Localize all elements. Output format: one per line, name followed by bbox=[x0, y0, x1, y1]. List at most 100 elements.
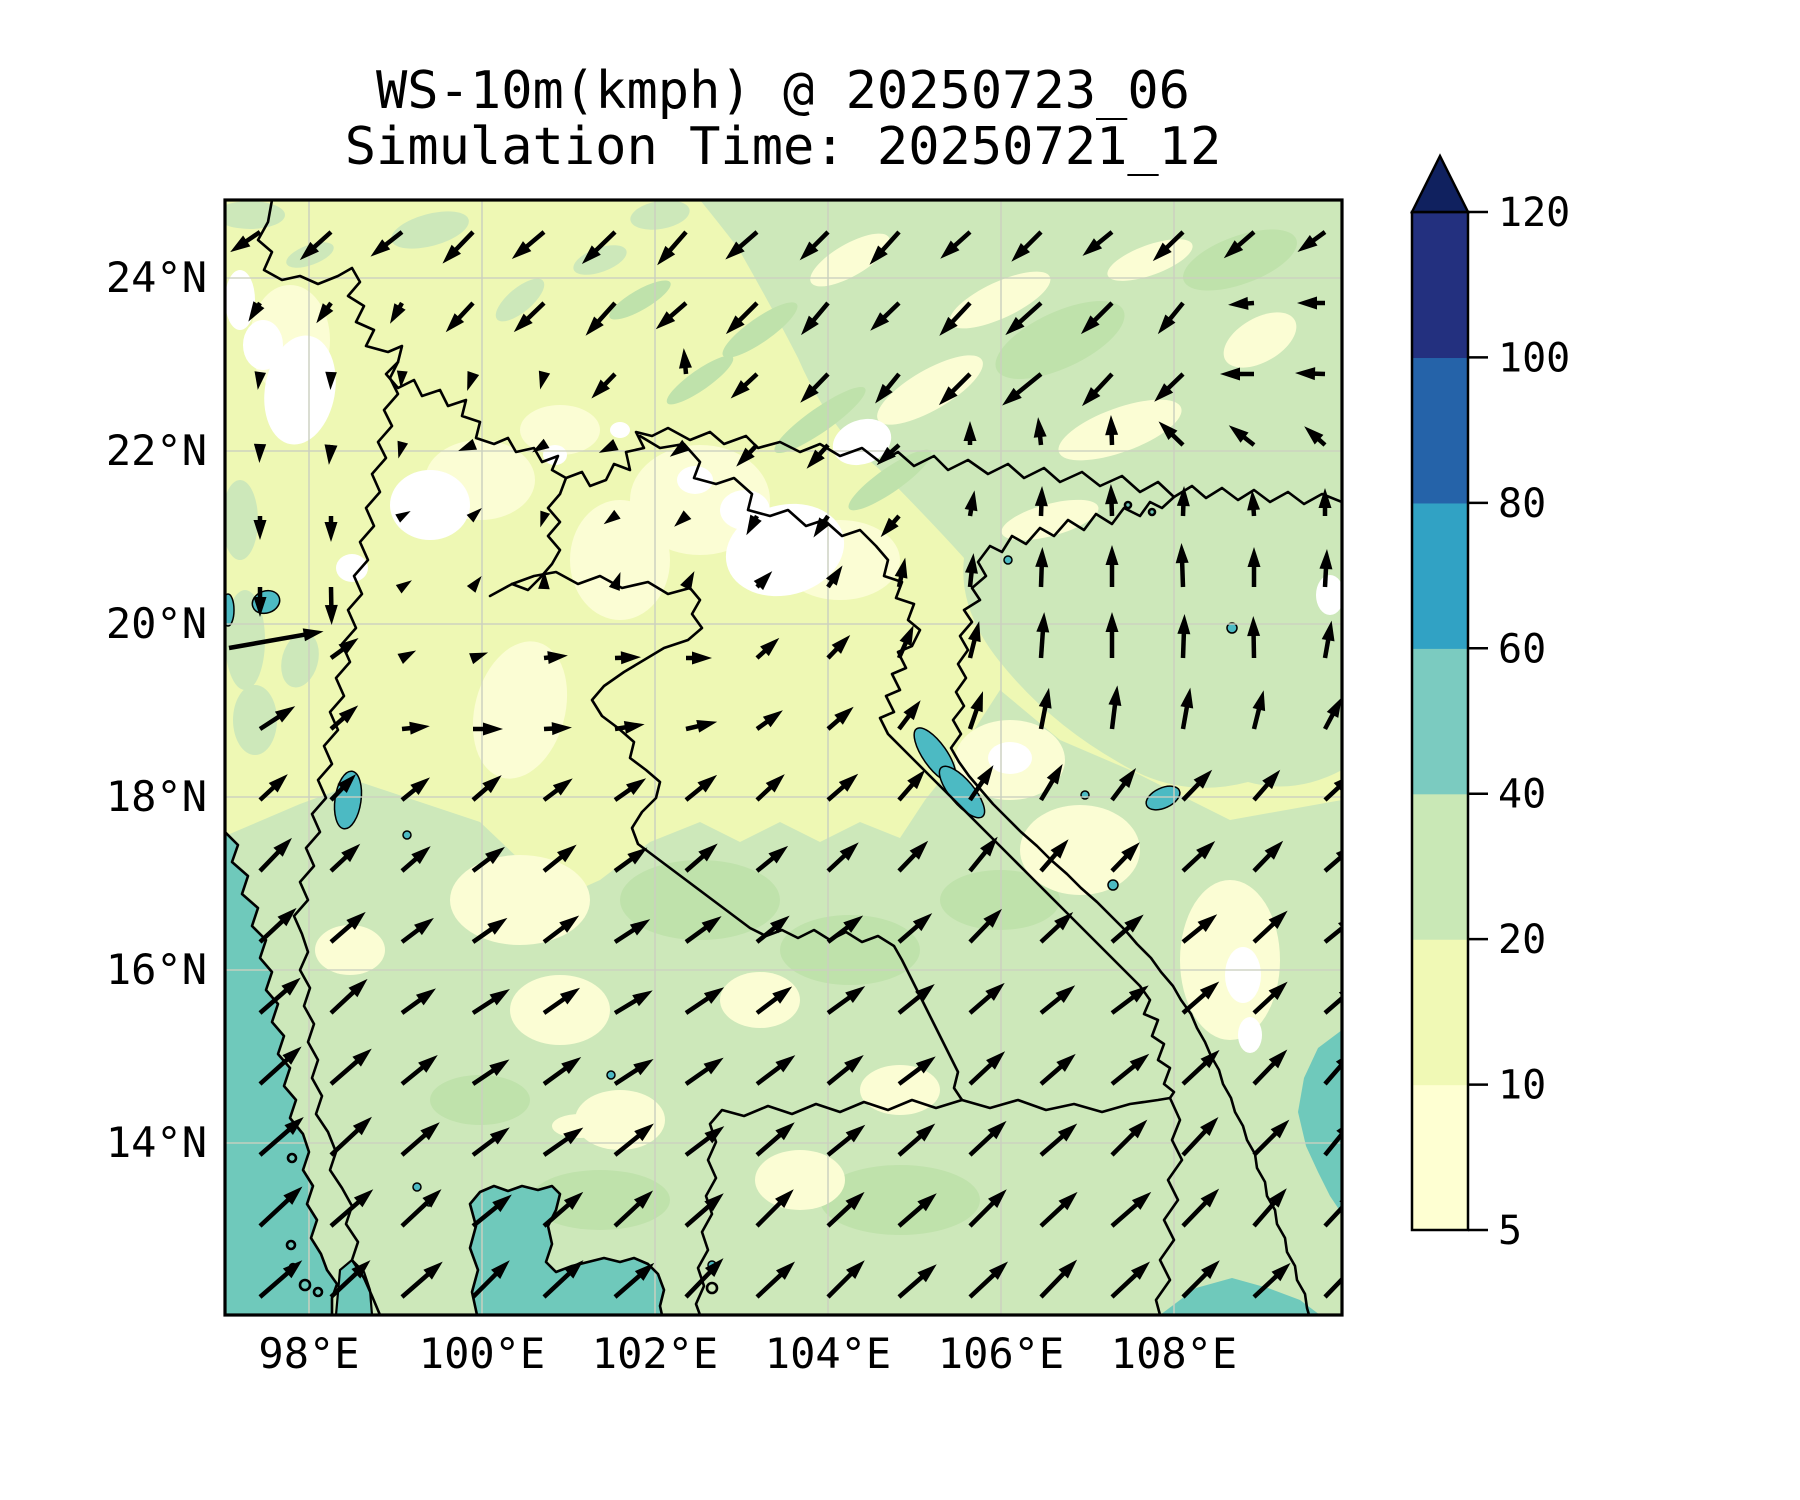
quiver-arrow-shaft bbox=[400, 926, 421, 944]
y-tick-label: 18°N bbox=[106, 772, 207, 821]
contour-white-patches bbox=[225, 270, 1342, 1053]
quiver-arrow-head bbox=[987, 1120, 1007, 1140]
quiver-arrow-head bbox=[1304, 426, 1324, 445]
quiver-arrow-head bbox=[1175, 543, 1189, 564]
sea-bottom-right bbox=[1160, 1278, 1320, 1315]
quiver-arrow-head bbox=[799, 241, 819, 261]
colorbar-segment bbox=[1412, 212, 1468, 359]
quiver-arrow-shaft bbox=[667, 230, 688, 254]
quiver-arrow-head bbox=[1055, 985, 1076, 1003]
quiver-arrow-shaft bbox=[1252, 852, 1273, 873]
quiver-arrow-head bbox=[1157, 314, 1176, 335]
quiver-arrow-head bbox=[395, 580, 412, 594]
quiver-arrow-shaft bbox=[755, 925, 778, 944]
quiver-arrow-head bbox=[915, 1056, 936, 1074]
quiver-arrow-shaft bbox=[1181, 923, 1205, 944]
quiver-arrow-shaft bbox=[258, 714, 282, 731]
quiver-arrow-head bbox=[591, 379, 610, 399]
quiver-arrow-shaft bbox=[400, 1199, 430, 1228]
quiver-arrow-head bbox=[487, 917, 508, 935]
quiver-arrow-head bbox=[964, 490, 978, 512]
quiver-arrow-head bbox=[1199, 981, 1220, 1000]
colorbar-tick-label: 10 bbox=[1498, 1063, 1546, 1109]
quiver-arrow-shaft bbox=[258, 1270, 291, 1299]
quiver-arrow-shaft bbox=[897, 852, 918, 873]
quiver-arrow-head bbox=[1035, 547, 1049, 568]
quiver-arrow-shaft bbox=[471, 855, 492, 873]
quiver-arrow-head bbox=[284, 1116, 304, 1135]
quiver-arrow-shaft bbox=[826, 1202, 853, 1228]
x-tick-label: 106°E bbox=[938, 1329, 1064, 1378]
quiver-arrow-shaft bbox=[1039, 922, 1062, 944]
quiver-arrow-shaft bbox=[1017, 301, 1043, 325]
quiver-arrow-head bbox=[1177, 614, 1191, 635]
quiver-arrow-head bbox=[1105, 484, 1119, 505]
quiver-arrow-shaft bbox=[542, 996, 567, 1015]
quiver-arrow-head bbox=[485, 846, 505, 865]
quiver-arrow-shaft bbox=[897, 1203, 925, 1228]
quiver-arrow-head bbox=[341, 843, 361, 863]
quiver-arrow-head bbox=[869, 245, 888, 265]
quiver-arrow-head bbox=[1333, 779, 1342, 792]
quiver-arrow-head bbox=[903, 700, 921, 721]
quiver-arrow-shaft bbox=[897, 1274, 925, 1299]
quiver-arrow-shaft bbox=[1181, 1199, 1209, 1228]
quiver-arrow-shaft bbox=[1322, 637, 1331, 659]
quiver-arrow-head bbox=[1262, 769, 1281, 790]
quiver-arrow-head bbox=[1158, 421, 1178, 440]
quiver-arrow-shaft bbox=[879, 230, 901, 253]
quiver-arrow-head bbox=[964, 553, 978, 574]
quiver-arrow-head bbox=[730, 380, 750, 399]
quiver-arrow-head bbox=[561, 1056, 582, 1074]
quiver-arrow-head bbox=[845, 1191, 865, 1211]
quiver-arrow-shaft bbox=[826, 994, 852, 1015]
quiver-arrow-shaft bbox=[542, 1065, 568, 1086]
quiver-arrow-head bbox=[608, 571, 621, 591]
quiver-arrow-head bbox=[418, 1055, 438, 1073]
quiver-arrow-head bbox=[396, 370, 408, 388]
quiver-arrow-shaft bbox=[613, 1201, 642, 1228]
quiver-arrow-head bbox=[1105, 545, 1119, 565]
quiver-arrow-head bbox=[626, 778, 647, 796]
quiver-arrow-shaft bbox=[896, 640, 909, 659]
quiver-arrow-shaft bbox=[1323, 1131, 1342, 1157]
quiver-arrow-shaft bbox=[258, 849, 282, 873]
quiver-arrow-head bbox=[338, 638, 359, 656]
quiver-arrow-shaft bbox=[816, 443, 830, 457]
quiver-arrow-shaft bbox=[737, 301, 759, 323]
quiver-arrow-shaft bbox=[258, 1127, 292, 1157]
quiver-arrow-head bbox=[907, 769, 926, 790]
quiver-arrow-shaft bbox=[471, 1271, 499, 1299]
quiver-arrow-head bbox=[725, 315, 745, 335]
quiver-arrow-shaft bbox=[826, 783, 847, 802]
quiver-arrow-shaft bbox=[400, 856, 419, 873]
quiver-arrow-shaft bbox=[897, 781, 916, 802]
x-tick-label: 98°E bbox=[258, 1329, 359, 1378]
quiver-arrow-shaft bbox=[1092, 372, 1114, 395]
quiver-arrow-head bbox=[603, 509, 621, 525]
quiver-arrow-head bbox=[988, 1189, 1007, 1208]
quiver-arrow-shaft bbox=[1251, 707, 1262, 730]
quiver-arrow-shaft bbox=[329, 715, 347, 731]
quiver-arrow-shaft bbox=[952, 230, 972, 249]
quiver-arrow-head bbox=[420, 1122, 440, 1141]
quiver-arrow-shaft bbox=[1164, 230, 1185, 251]
quiver-arrow-shaft bbox=[968, 920, 992, 944]
colorbar-tick-label: 100 bbox=[1498, 335, 1570, 381]
y-tick-label: 22°N bbox=[106, 426, 207, 475]
quiver-arrow-shaft bbox=[453, 230, 475, 253]
quiver-arrow-shaft bbox=[968, 1131, 995, 1157]
quiver-arrow-shaft bbox=[613, 1272, 643, 1299]
quiver-arrow-head bbox=[775, 1189, 794, 1208]
quiver-arrow-shaft bbox=[755, 1132, 783, 1157]
contour-green-patches bbox=[225, 200, 690, 755]
quiver-arrow-head bbox=[655, 311, 676, 330]
colorbar: 5 10 20 40 60 80 100 120 bbox=[1409, 153, 1570, 1254]
quiver-arrow-head bbox=[282, 1046, 302, 1065]
coast-vietnam bbox=[949, 495, 1311, 1315]
quiver-arrow-shaft bbox=[755, 1200, 783, 1228]
quiver-arrow-head bbox=[337, 774, 357, 794]
quiver-arrow-head bbox=[466, 575, 482, 593]
quiver-arrow-head bbox=[338, 705, 359, 724]
